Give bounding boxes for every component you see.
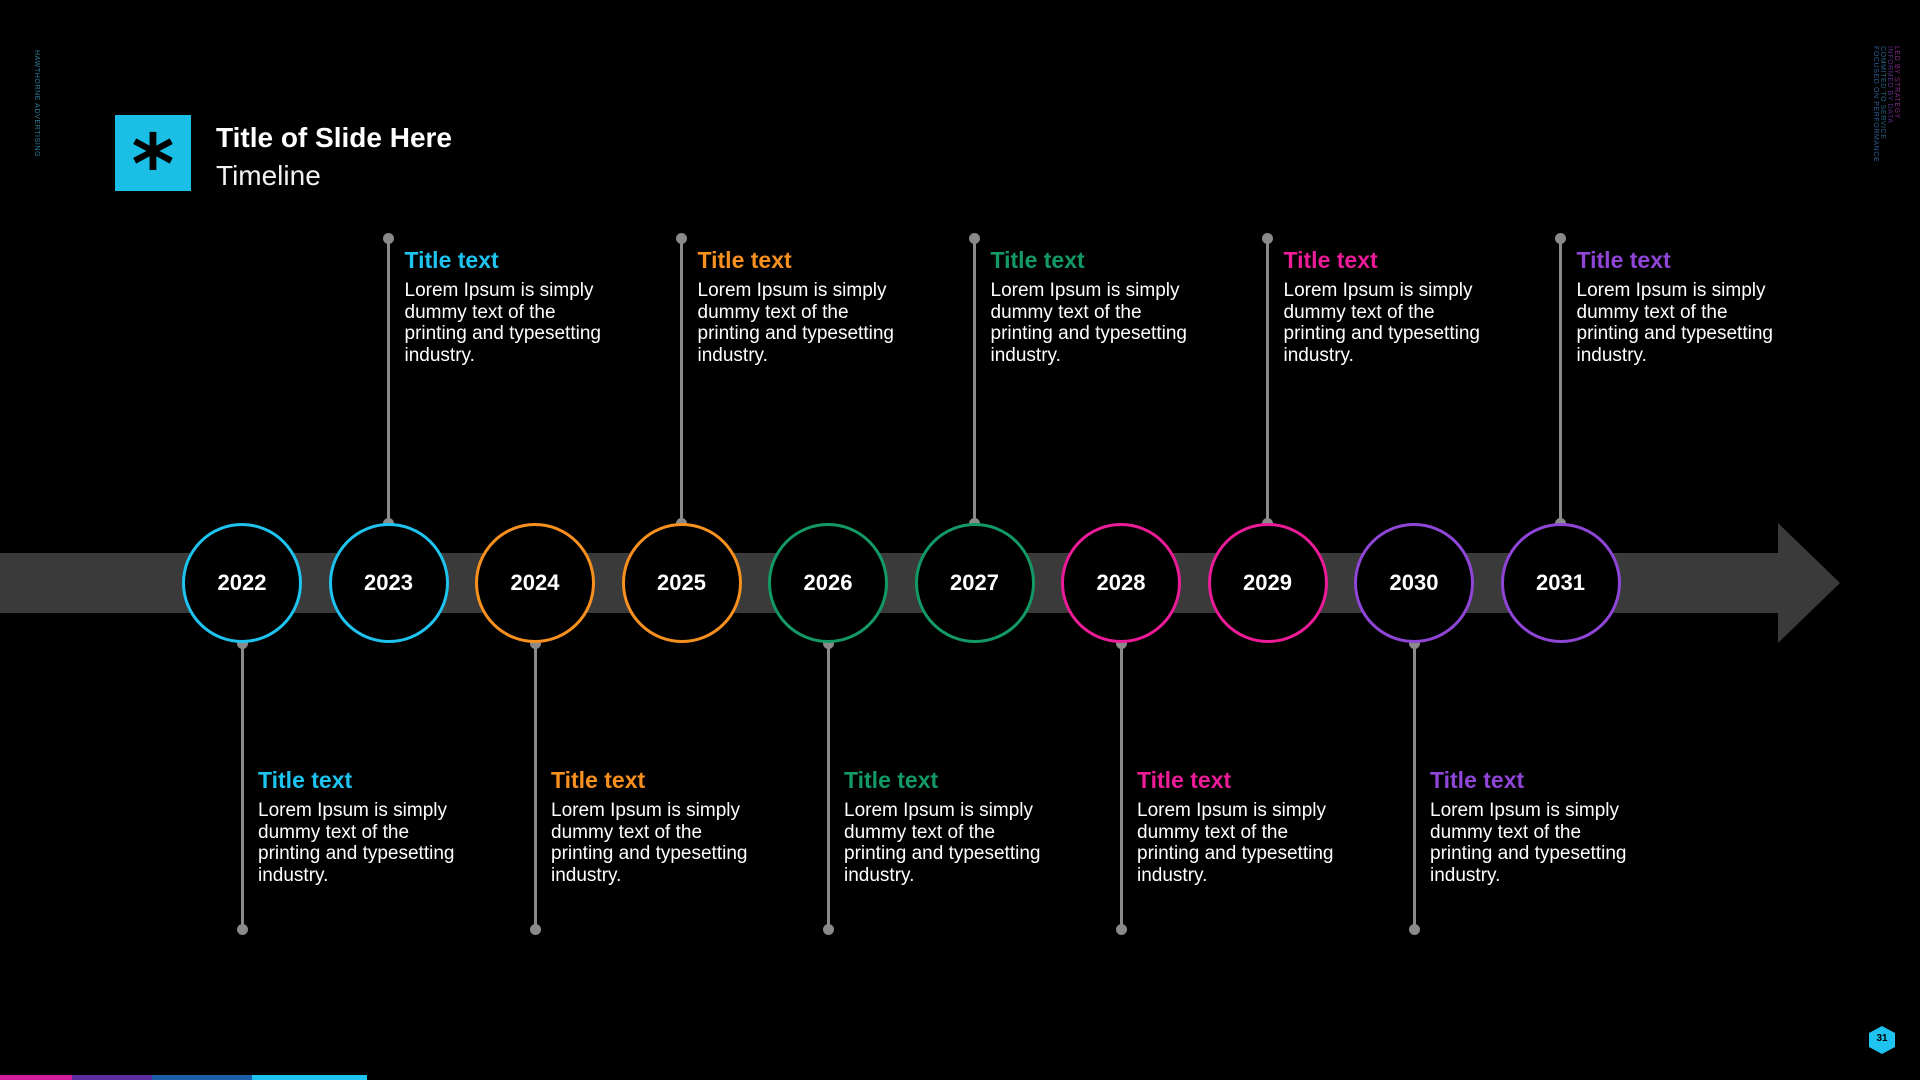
connector-dot-2024-start [529,637,541,649]
year-circle-2029: 2029 [1207,523,1328,643]
year-label: 2025 [657,570,706,595]
event-card-2025: Title text Lorem Ipsum is simply dummy te… [698,247,913,366]
connector-line-2022 [240,643,244,929]
event-card-2023: Title text Lorem Ipsum is simply dummy te… [405,247,620,366]
event-description: Lorem Ipsum is simply dummy text of the … [1576,280,1773,366]
year-circle-2028: 2028 [1061,523,1181,643]
connector-dot-2024-end [529,923,541,935]
bottom-bar-segment [252,1075,367,1080]
bottom-bar-segment [152,1075,252,1080]
year-label: 2022 [217,570,267,595]
page-number-badge [1869,1026,1895,1054]
tagline-strategy: LED BY STRATEGY [1893,46,1900,119]
connector-line-2029 [1266,238,1269,523]
event-title: Title text [697,247,792,273]
connector-dot-2026-start [822,637,834,649]
connector-line-2030 [1412,643,1416,929]
logo-glyph: * [131,118,175,213]
event-description: Lorem Ipsum is simply dummy text of the … [990,280,1187,366]
event-description: Lorem Ipsum is simply dummy text of the … [697,280,894,366]
year-label: 2023 [364,570,413,595]
connector-dot-2029-start [1262,232,1273,244]
year-circle-2027: 2027 [914,523,1035,643]
year-label: 2031 [1536,570,1585,595]
connector-line-2025 [680,238,683,523]
connector-dot-2031-start [1555,232,1566,244]
event-description: Lorem Ipsum is simply dummy text of the … [844,800,1041,886]
event-description: Lorem Ipsum is simply dummy text of the … [258,800,455,886]
year-circle-2022: 2022 [182,523,302,643]
event-card-2027: Title text Lorem Ipsum is simply dummy te… [991,247,1206,366]
year-circle-2023: 2023 [328,523,449,643]
event-description: Lorem Ipsum is simply dummy text of the … [1283,280,1480,366]
year-circle-2031: 2031 [1500,523,1621,643]
event-card-2029: Title text Lorem Ipsum is simply dummy te… [1284,247,1499,366]
event-description: Lorem Ipsum is simply dummy text of the … [404,280,601,366]
bottom-bar-segment [0,1075,72,1080]
tagline-performance: FOCUSED ON PERFORMANCE [1872,46,1879,163]
year-circle-2030: 2030 [1354,523,1474,643]
year-label: 2026 [803,570,853,595]
event-title: Title text [258,767,353,793]
side-text-taglines: LED BY STRATEGY INFORMED BY DATA COMMITE… [1872,46,1900,190]
year-label: 2027 [950,570,999,595]
year-circle-2024: 2024 [475,523,595,643]
connector-dot-2022-start [236,637,248,649]
connector-dot-2030-start [1408,637,1420,649]
event-title: Title text [1283,247,1378,273]
connector-dot-2023-start [383,232,394,244]
tagline-data: INFORMED BY DATA [1886,46,1893,124]
connector-line-2024 [533,643,537,929]
event-card-2024: Title text Lorem Ipsum is simply dummy te… [551,767,766,886]
tagline-service: COMMITED TO SERVICE [1879,46,1886,140]
event-card-2028: Title text Lorem Ipsum is simply dummy te… [1137,767,1352,886]
connector-line-2027 [973,238,976,523]
connector-dot-2030-end [1408,923,1420,935]
event-description: Lorem Ipsum is simply dummy text of the … [551,800,748,886]
event-title: Title text [1137,767,1232,793]
side-text-agency: HAWTHORNE ADVERTISING [33,50,40,158]
connector-line-2031 [1559,238,1562,523]
hexagon-icon [1869,1026,1895,1054]
year-label: 2030 [1389,570,1439,595]
event-card-2022: Title text Lorem Ipsum is simply dummy te… [258,767,473,886]
event-card-2031: Title text Lorem Ipsum is simply dummy te… [1577,247,1792,366]
year-circle-2026: 2026 [768,523,888,643]
event-title: Title text [404,247,499,273]
event-title: Title text [1430,767,1525,793]
connector-dot-2028-end [1115,923,1127,935]
page-number: 31 [1876,1033,1888,1044]
slide-subtitle: Timeline [216,160,321,191]
event-title: Title text [844,767,939,793]
year-label: 2024 [510,570,560,595]
year-label: 2029 [1243,570,1292,595]
logo-asterisk-icon: * [115,115,191,207]
event-card-2026: Title text Lorem Ipsum is simply dummy te… [844,767,1059,886]
connector-line-2023 [387,238,390,523]
event-description: Lorem Ipsum is simply dummy text of the … [1430,800,1627,886]
connector-dot-2027-start [969,232,980,244]
year-circle-2025: 2025 [621,523,742,643]
event-title: Title text [990,247,1085,273]
bottom-bar-segment [72,1075,152,1080]
connector-dot-2028-start [1115,637,1127,649]
event-title: Title text [551,767,646,793]
event-card-2030: Title text Lorem Ipsum is simply dummy te… [1430,767,1645,886]
connector-dot-2026-end [822,923,834,935]
event-description: Lorem Ipsum is simply dummy text of the … [1137,800,1334,886]
connector-dot-2025-start [676,232,687,244]
event-title: Title text [1576,247,1671,273]
slide-title: Title of Slide Here [216,122,452,153]
connector-line-2026 [826,643,830,929]
year-label: 2028 [1096,570,1146,595]
connector-line-2028 [1119,643,1123,929]
connector-dot-2022-end [236,923,248,935]
